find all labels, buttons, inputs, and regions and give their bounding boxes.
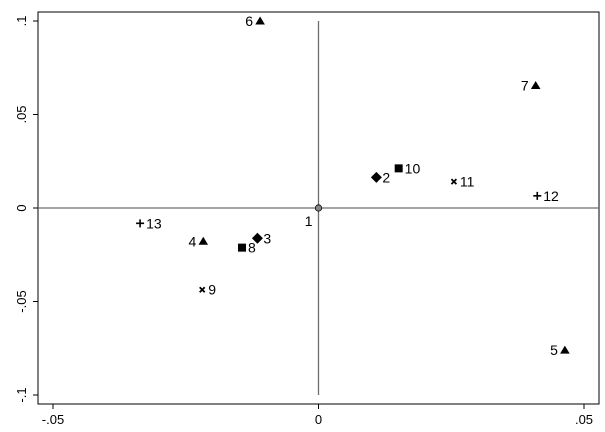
data-point: 4	[188, 233, 209, 249]
point-label: 12	[543, 188, 559, 204]
y-tick-label: .05	[14, 105, 29, 123]
plus-marker	[533, 191, 542, 200]
point-label: 4	[188, 233, 196, 249]
triangle-marker	[560, 345, 570, 354]
y-tick-label: 0	[14, 204, 29, 211]
square-marker	[238, 243, 247, 252]
point-label: 13	[146, 215, 162, 231]
diamond-marker	[370, 171, 382, 183]
data-point: 13	[136, 215, 162, 231]
circle-marker	[314, 204, 323, 212]
triangle-marker	[530, 81, 541, 90]
point-label: 3	[263, 230, 271, 246]
point-label: 8	[248, 240, 256, 256]
point-label: 11	[460, 174, 475, 190]
point-label: 5	[550, 342, 558, 358]
data-point: 7	[521, 78, 541, 94]
x-axis: -.05 0 .05	[42, 404, 593, 427]
point-label: 7	[521, 78, 529, 94]
triangle-marker	[198, 236, 209, 245]
point-label: 9	[208, 282, 216, 298]
x-tick-label: 0	[315, 412, 322, 427]
data-point: 1	[305, 204, 323, 229]
data-point: 10	[394, 160, 421, 176]
data-point: 2	[370, 169, 390, 185]
y-tick-label: -.05	[14, 290, 29, 312]
data-point: 6	[245, 13, 265, 29]
diamond-marker	[251, 232, 263, 244]
y-tick-label: -.1	[14, 387, 29, 402]
data-point: 11	[450, 174, 475, 190]
data-point: 8	[238, 240, 256, 256]
data-point: 5	[550, 342, 570, 358]
x-tick-label: -.05	[42, 412, 64, 427]
point-label: 1	[305, 213, 313, 229]
point-label: 2	[382, 169, 390, 185]
point-label: 6	[245, 13, 253, 29]
point-label: 10	[405, 160, 421, 176]
data-point: 12	[533, 188, 559, 204]
x-marker	[450, 178, 458, 185]
data-point: 9	[199, 282, 216, 298]
x-tick-label: .05	[575, 412, 593, 427]
triangle-marker	[255, 16, 265, 25]
plus-marker	[136, 219, 145, 228]
square-marker	[394, 164, 403, 173]
data-point: 3	[251, 230, 271, 246]
y-axis: .1 .05 0 -.05 -.1	[14, 16, 38, 403]
y-tick-label: .1	[14, 16, 29, 27]
x-marker	[199, 286, 206, 293]
